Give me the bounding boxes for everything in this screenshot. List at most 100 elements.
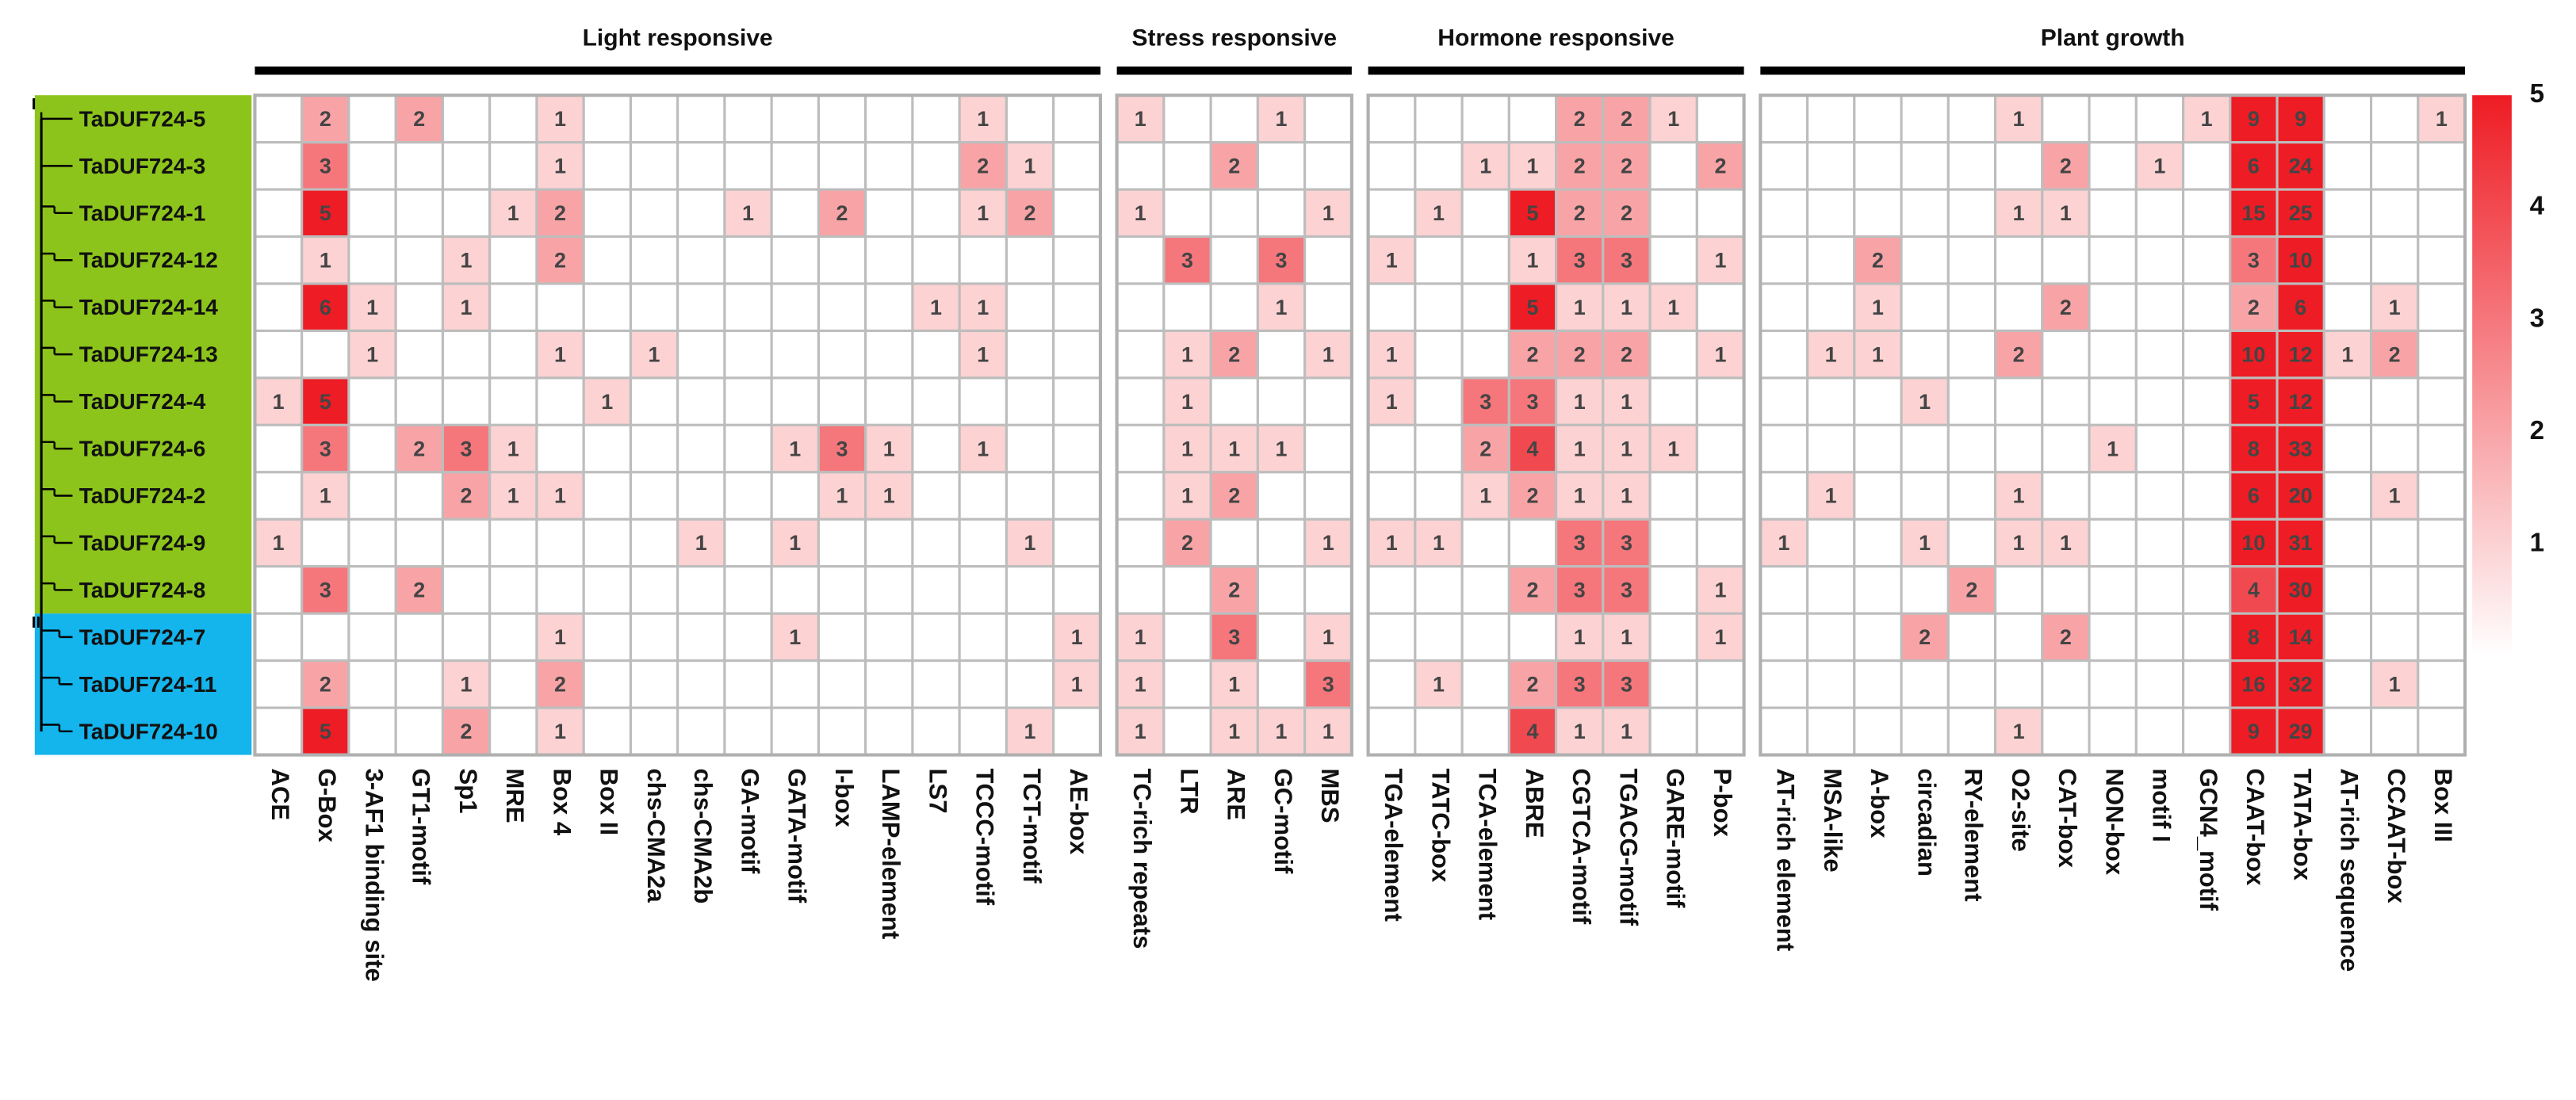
empty-cell (629, 188, 679, 239)
cell (1993, 706, 2044, 757)
empty-cell (1946, 235, 1997, 285)
empty-cell (1005, 565, 1055, 615)
row-label: TaDUF724-5 (79, 106, 206, 131)
cell-label: 1 (461, 248, 473, 272)
column-label: A-box (1866, 769, 1893, 839)
cell-label: 1 (273, 390, 285, 414)
empty-cell (1116, 423, 1166, 474)
cell (1460, 471, 1510, 521)
empty-cell (1162, 659, 1212, 709)
empty-cell (676, 329, 726, 380)
cell (1555, 94, 1605, 144)
empty-cell (2417, 423, 2467, 474)
empty-cell (1648, 141, 1698, 191)
cell-label: 2 (413, 107, 425, 131)
cell-label: 3 (836, 437, 848, 460)
column-label: GT1-motif (408, 769, 435, 885)
empty-cell (864, 565, 914, 615)
cell-label: 2 (413, 437, 425, 460)
cell-label: 1 (2060, 201, 2072, 225)
empty-cell (535, 518, 585, 568)
empty-cell (1759, 235, 1809, 285)
empty-cell (1052, 376, 1102, 426)
cell (1805, 471, 1856, 521)
column-label: GA-motif (736, 769, 764, 875)
empty-cell (911, 471, 961, 521)
empty-cell (1052, 282, 1102, 332)
colorbar-tick-label: 5 (2530, 79, 2544, 109)
empty-cell (1900, 329, 1950, 380)
empty-cell (1256, 612, 1307, 663)
empty-cell (394, 706, 444, 757)
empty-cell (253, 565, 304, 615)
empty-cell (629, 471, 679, 521)
empty-cell (347, 612, 397, 663)
cell (1648, 282, 1698, 332)
empty-cell (488, 282, 538, 332)
group-bar (1116, 66, 1352, 75)
empty-cell (1900, 141, 1950, 191)
cell (864, 471, 914, 521)
cell-label: 1 (461, 673, 473, 697)
cell (1303, 188, 1353, 239)
empty-cell (2134, 612, 2185, 663)
empty-cell (1005, 94, 1055, 144)
empty-cell (2134, 94, 2185, 144)
empty-cell (1853, 188, 1903, 239)
cell (2229, 329, 2279, 380)
cell-label: 1 (930, 296, 942, 319)
empty-cell (1256, 565, 1307, 615)
empty-cell (864, 518, 914, 568)
cell-label: 1 (1574, 484, 1586, 508)
empty-cell (1695, 471, 1746, 521)
cell-label: 8 (2248, 437, 2260, 460)
empty-cell (441, 94, 492, 144)
empty-cell (1853, 659, 1903, 709)
empty-cell (1853, 376, 1903, 426)
empty-cell (1648, 612, 1698, 663)
cell-label: 5 (320, 390, 331, 414)
cell-label: 1 (2389, 673, 2401, 697)
cell (2369, 659, 2420, 709)
cell (817, 423, 867, 474)
cell-label: 2 (1872, 248, 1884, 272)
cell-label: 2 (2389, 342, 2401, 366)
cell (1507, 376, 1558, 426)
empty-cell (2417, 235, 2467, 285)
column-label: circadian (1912, 769, 1940, 877)
cell-label: 2 (1228, 579, 1240, 602)
cell (1162, 423, 1212, 474)
cell-label: 2 (1479, 437, 1491, 460)
empty-cell (394, 141, 444, 191)
empty-cell (2041, 376, 2091, 426)
empty-cell (535, 282, 585, 332)
cell-label: 1 (977, 107, 989, 131)
cell-label: 1 (883, 484, 895, 508)
empty-cell (2181, 235, 2232, 285)
empty-cell (1414, 471, 1464, 521)
empty-cell (770, 188, 820, 239)
empty-cell (1946, 141, 1997, 191)
cell-label: 1 (977, 296, 989, 319)
cell-label: 1 (1024, 531, 1036, 555)
cell-label: 1 (1181, 437, 1193, 460)
empty-cell (2322, 423, 2373, 474)
empty-cell (1303, 235, 1353, 285)
cell-label: 33 (2289, 437, 2313, 460)
cell-label: 1 (320, 248, 331, 272)
column-label: Box II (595, 769, 623, 836)
empty-cell (1414, 565, 1464, 615)
empty-cell (1303, 565, 1353, 615)
empty-cell (1805, 659, 1856, 709)
empty-cell (394, 471, 444, 521)
cell-label: 1 (1322, 531, 1334, 555)
cell-label: 5 (1526, 201, 1538, 225)
empty-cell (1414, 141, 1464, 191)
empty-cell (958, 706, 1008, 757)
cell-label: 2 (554, 201, 566, 225)
column-label: TGA-element (1380, 769, 1407, 922)
cell (582, 376, 632, 426)
cell-label: 1 (366, 296, 378, 319)
cell-label: 2 (2060, 155, 2072, 178)
cell-label: 2 (1621, 342, 1632, 366)
